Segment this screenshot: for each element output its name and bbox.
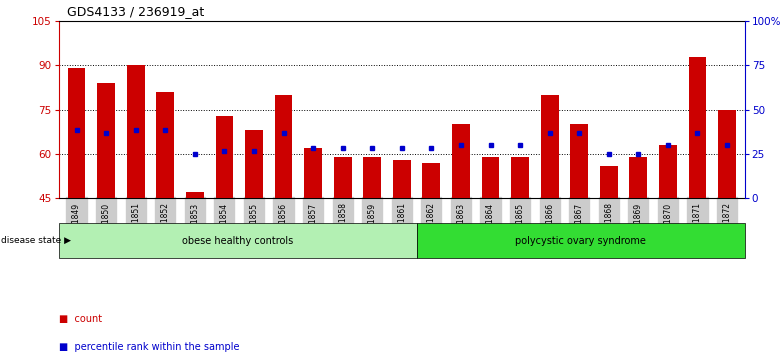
Text: ■  percentile rank within the sample: ■ percentile rank within the sample [59,342,239,352]
Bar [452,125,470,198]
Bar [97,83,115,198]
Bar [417,223,745,258]
Bar [393,160,411,198]
Bar [481,157,499,198]
Bar [245,130,263,198]
Text: GDS4133 / 236919_at: GDS4133 / 236919_at [67,5,204,18]
Bar [186,192,204,198]
Bar [216,116,234,198]
Bar [334,157,351,198]
Bar [59,223,417,258]
Bar [541,95,558,198]
Bar [304,148,322,198]
Text: polycystic ovary syndrome: polycystic ovary syndrome [515,236,646,246]
Bar [67,68,85,198]
Text: obese healthy controls: obese healthy controls [182,236,293,246]
Bar [630,157,648,198]
Text: disease state ▶: disease state ▶ [1,236,71,245]
Bar [570,125,588,198]
Bar [688,57,706,198]
Bar [423,163,441,198]
Text: ■  count: ■ count [59,314,102,324]
Bar [127,65,144,198]
Bar [274,95,292,198]
Bar [659,145,677,198]
Bar [511,157,529,198]
Bar [718,110,736,198]
Bar [156,92,174,198]
Bar [363,157,381,198]
Bar [600,166,618,198]
